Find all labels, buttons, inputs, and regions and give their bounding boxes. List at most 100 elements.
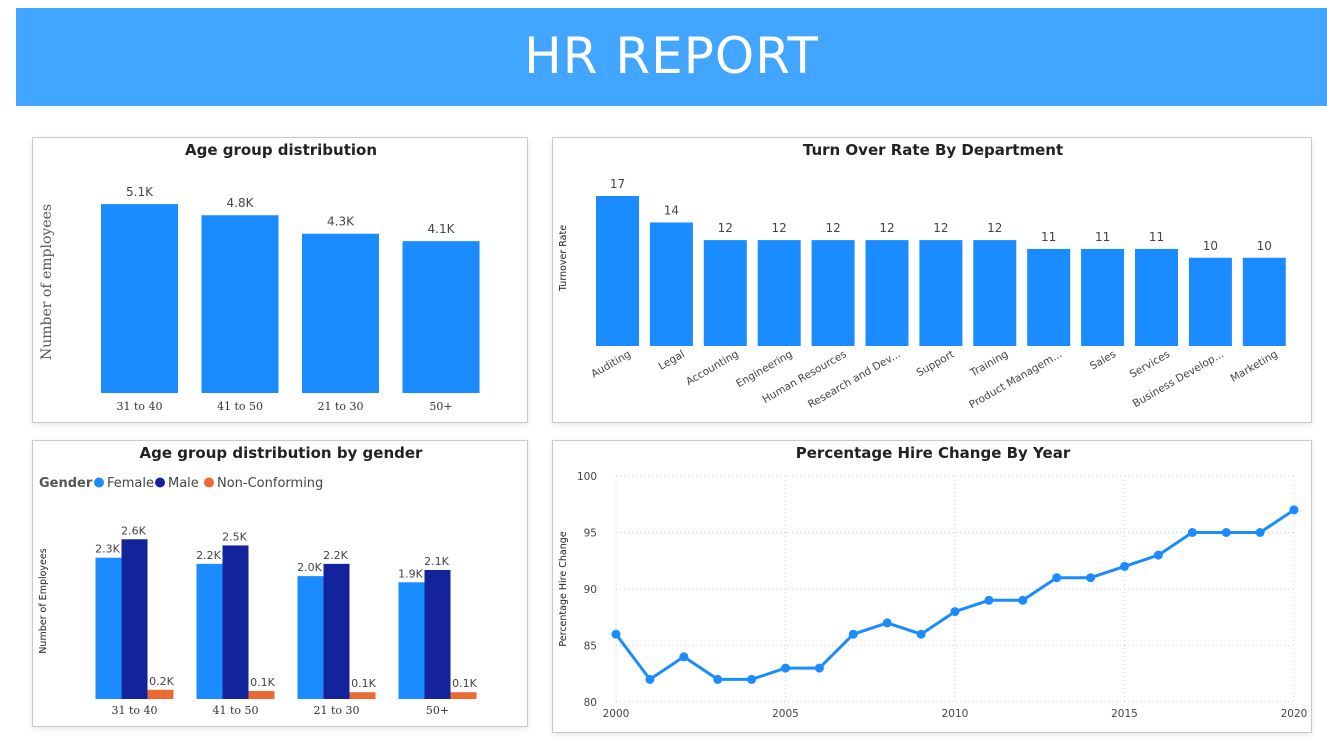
- x-tick-label: Business Develop...: [1131, 348, 1226, 410]
- x-tick-label: 2020: [1281, 708, 1308, 720]
- data-point: [611, 629, 621, 639]
- x-tick-label: 2015: [1111, 708, 1138, 720]
- bar-female: [398, 582, 425, 699]
- legend-marker-female: [94, 477, 104, 488]
- bar-dept: [757, 240, 801, 346]
- data-point: [747, 674, 757, 684]
- bar-dept: [811, 240, 855, 346]
- y-tick-label: 80: [584, 697, 597, 709]
- data-label: 12: [825, 221, 840, 235]
- data-label: 12: [879, 221, 894, 235]
- x-tick-label: Auditing: [589, 348, 633, 380]
- data-label: 12: [933, 221, 948, 235]
- data-point: [984, 595, 994, 605]
- bar-male: [424, 570, 451, 699]
- data-label: 0.1K: [452, 677, 477, 690]
- y-axis-title: Number of Employees: [38, 548, 49, 653]
- data-point: [1255, 528, 1265, 537]
- data-label: 11: [1041, 230, 1056, 244]
- legend-item-female: Female: [107, 476, 154, 491]
- data-label: 0.1K: [351, 677, 376, 690]
- bar-dept: [1081, 248, 1125, 346]
- bar-dept: [596, 196, 639, 346]
- bar-male: [121, 539, 148, 699]
- bar-dept: [919, 240, 963, 346]
- x-tick-label: Research and Dev...: [806, 348, 903, 411]
- age-group-distribution-panel: Age group distribution Number of employee…: [32, 137, 528, 423]
- data-point: [713, 674, 723, 684]
- y-tick-label: 100: [577, 471, 597, 483]
- data-point: [645, 674, 655, 684]
- data-label: 1.9K: [398, 567, 423, 580]
- bar-dept: [973, 240, 1017, 346]
- data-label: 2.3K: [95, 543, 120, 556]
- x-tick-label: Sales: [1088, 348, 1118, 372]
- bar-non-conforming: [147, 689, 174, 699]
- data-label: 12: [987, 221, 1002, 235]
- data-label: 4.3K: [327, 215, 355, 229]
- report-banner: HR REPORT: [16, 8, 1327, 106]
- bar-dept: [649, 222, 693, 346]
- x-tick-label: 50+: [429, 400, 452, 413]
- bar-31-to-40: [101, 204, 178, 393]
- bar-dept: [865, 240, 909, 346]
- data-point: [1289, 505, 1299, 515]
- data-point: [1221, 528, 1231, 537]
- data-label: 2.5K: [222, 530, 247, 543]
- bar-dept: [1027, 248, 1071, 346]
- legend-marker-non-conforming: [204, 477, 214, 488]
- chart-title: Age group distribution: [185, 141, 377, 159]
- data-label: 12: [772, 221, 787, 235]
- y-tick-label: 85: [584, 641, 597, 653]
- bar-21-to-30: [302, 233, 379, 393]
- data-point: [848, 629, 858, 639]
- data-label: 2.2K: [323, 549, 348, 562]
- chart-title: Age group distribution by gender: [140, 444, 424, 462]
- bar-female: [95, 557, 122, 699]
- data-label: 4.8K: [227, 196, 255, 210]
- bar-dept: [1135, 248, 1178, 346]
- data-label: 2.2K: [196, 549, 221, 562]
- data-label: 11: [1095, 230, 1110, 244]
- x-tick-label: 41 to 50: [217, 400, 263, 413]
- age-group-distribution-chart: Age group distribution Number of employee…: [39, 141, 480, 413]
- data-point: [679, 652, 689, 662]
- data-label: 14: [664, 203, 679, 217]
- x-tick-label: 41 to 50: [212, 704, 258, 717]
- x-tick-label: Legal: [657, 348, 687, 372]
- data-point: [1052, 573, 1062, 583]
- x-tick-label: 21 to 30: [317, 400, 363, 413]
- turnover-rate-chart: Turn Over Rate By Department Turnover Rat…: [558, 141, 1286, 411]
- bar-non-conforming: [349, 692, 376, 699]
- report-title: HR REPORT: [524, 27, 819, 85]
- hire-change-panel: Percentage Hire Change By Year Percentage…: [552, 440, 1312, 733]
- legend-item-non-conforming: Non-Conforming: [217, 476, 323, 491]
- data-point: [882, 618, 892, 628]
- x-tick-label: 21 to 30: [313, 704, 359, 717]
- data-point: [950, 607, 960, 617]
- chart-title: Percentage Hire Change By Year: [796, 444, 1071, 462]
- age-gender-panel: Age group distribution by gender Number o…: [32, 440, 528, 727]
- data-point: [814, 663, 824, 673]
- y-tick-label: 95: [584, 528, 597, 540]
- data-label: 2.6K: [121, 524, 146, 537]
- data-label: 12: [718, 221, 733, 235]
- hire-change-chart: Percentage Hire Change By Year Percentage…: [558, 444, 1308, 720]
- bar-male: [222, 545, 249, 699]
- data-label: 2.1K: [424, 555, 449, 568]
- x-tick-label: Training: [968, 348, 1011, 380]
- y-axis-title: Number of employees: [39, 204, 55, 360]
- data-point: [1086, 573, 1096, 583]
- x-tick-label: 31 to 40: [111, 704, 157, 717]
- data-label: 4.1K: [428, 222, 456, 236]
- data-label: 2.0K: [297, 561, 322, 574]
- legend-title: Gender: [39, 476, 93, 491]
- data-point: [1187, 528, 1197, 537]
- data-label: 10: [1257, 239, 1272, 253]
- data-label: 17: [610, 177, 625, 191]
- x-tick-label: Accounting: [684, 348, 741, 388]
- x-tick-label: Services: [1128, 348, 1172, 381]
- data-label: 11: [1149, 230, 1164, 244]
- bar-female: [297, 576, 324, 699]
- data-label: 0.1K: [250, 676, 275, 689]
